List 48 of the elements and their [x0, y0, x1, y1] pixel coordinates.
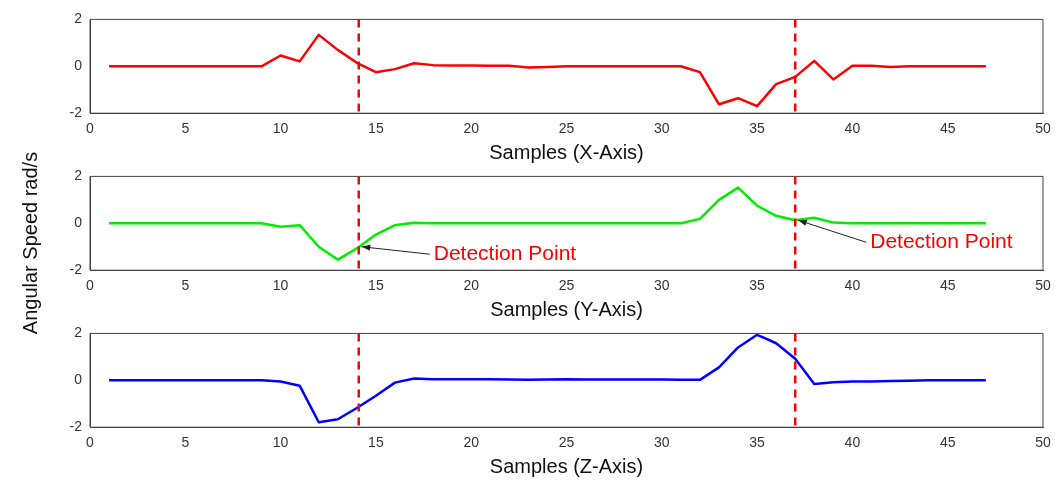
x-tick-label: 5	[181, 434, 190, 451]
y-tick-label: 2	[74, 167, 83, 184]
y-tick-label: -2	[69, 418, 83, 435]
y-tick-label: 0	[74, 214, 83, 231]
x-tick-label: 50	[1035, 434, 1051, 451]
y-tick-label: 2	[74, 324, 83, 341]
x-tick-label: 25	[558, 277, 575, 294]
x-tick-label: 45	[939, 434, 956, 451]
x-tick-label: 10	[272, 120, 289, 137]
y-tick-label: 0	[74, 57, 83, 74]
x-tick-label: 40	[844, 434, 861, 451]
annotation: Detection Point	[870, 229, 1013, 253]
x-tick-label: 50	[1035, 120, 1051, 137]
y-tick-label: 0	[74, 371, 83, 388]
y-tick-label: -2	[69, 261, 83, 278]
x-tick-label: 10	[272, 277, 289, 294]
x-tick-label: 30	[654, 277, 670, 294]
x-tick-label: 50	[1035, 277, 1051, 294]
x-tick-label: 30	[654, 120, 670, 137]
y-axis-title: Angular Speed rad/s	[18, 151, 42, 335]
x-tick-label: 35	[749, 120, 766, 137]
x-tick-label: 10	[272, 434, 289, 451]
x-tick-label: 20	[463, 434, 480, 451]
x-tick-label: 0	[86, 434, 95, 451]
x-tick-label: 0	[86, 277, 95, 294]
x-tick-label: 35	[749, 434, 766, 451]
x-tick-label: 20	[463, 277, 480, 294]
x-tick-label: 20	[463, 120, 480, 137]
y-tick-label: 2	[74, 10, 83, 27]
x-tick-label: 15	[368, 120, 384, 137]
x-tick-label: 45	[939, 120, 956, 137]
x-axis-title: Samples (Y-Axis)	[490, 297, 643, 320]
x-tick-label: 0	[86, 120, 95, 137]
x-tick-label: 45	[939, 277, 956, 294]
x-tick-label: 5	[181, 120, 190, 137]
x-tick-label: 15	[368, 277, 384, 294]
x-tick-label: 5	[181, 277, 190, 294]
x-axis-title: Samples (X-Axis)	[489, 140, 644, 163]
y-tick-label: -2	[69, 104, 83, 121]
x-tick-label: 40	[844, 120, 861, 137]
x-tick-label: 40	[844, 277, 861, 294]
x-tick-label: 35	[749, 277, 766, 294]
x-tick-label: 15	[368, 434, 384, 451]
x-tick-label: 30	[654, 434, 670, 451]
x-tick-label: 25	[558, 120, 575, 137]
annotation: Detection Point	[433, 241, 577, 264]
x-axis-title: Samples (Z-Axis)	[489, 454, 644, 477]
x-tick-label: 25	[558, 434, 575, 451]
